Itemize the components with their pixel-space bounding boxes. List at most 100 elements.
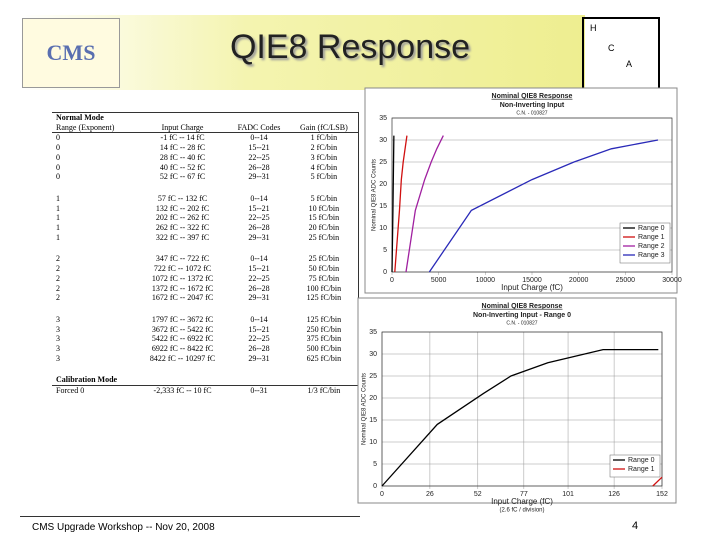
y-tick-label: 0 xyxy=(373,483,377,490)
table-cell: 0--14 xyxy=(250,133,268,143)
table-cell: 3 xyxy=(56,353,60,363)
plot-area xyxy=(391,117,673,273)
box-letter: A xyxy=(626,59,633,69)
table: Normal Mode Range (Exponent) Input Charge F… xyxy=(52,112,359,473)
table-cell: 1 xyxy=(56,232,60,242)
table-cell: FADC Codes xyxy=(237,122,281,132)
table-cell: 25 fC/bin xyxy=(308,254,340,264)
section-row: Normal Mode xyxy=(52,113,358,123)
table-cell: 202 fC -- 262 fC xyxy=(155,213,210,223)
legend-label: Range 0 xyxy=(628,457,655,464)
y-tick-label: 30 xyxy=(369,351,377,358)
box-letter: C xyxy=(608,43,615,53)
table-cell: 3672 fC -- 5422 fC xyxy=(151,324,214,334)
footer-rule xyxy=(20,516,360,517)
table-cell: 0 xyxy=(56,133,60,143)
table-cell: 50 fC/bin xyxy=(308,264,340,274)
table-row: 1 262 fC -- 322 fC 26--28 20 fC/bin xyxy=(52,223,358,233)
table-cell: 0--31 xyxy=(250,386,268,396)
y-axis-label: Nominal QIE8 ADC Counts xyxy=(362,373,368,445)
table-row: 2 1072 fC -- 1372 fC 22--25 75 fC/bin xyxy=(52,274,358,284)
table-cell: 322 fC -- 397 fC xyxy=(155,232,210,242)
table-cell: 375 fC/bin xyxy=(306,334,342,344)
table-cell: 8422 fC -- 10297 fC xyxy=(149,353,216,363)
table-cell: 1672 fC -- 2047 fC xyxy=(151,293,214,303)
x-tick-label: 10000 xyxy=(476,277,496,284)
table-cell: 15--21 xyxy=(248,203,270,213)
table-cell: 250 fC/bin xyxy=(306,324,342,334)
table-cell: 0 xyxy=(56,162,60,172)
table-cell: 2 xyxy=(56,293,60,303)
table-cell: 2 xyxy=(56,254,60,264)
table-cell: Gain (fC/LSB) xyxy=(299,122,348,132)
y-tick-label: 15 xyxy=(369,417,377,424)
table-row: 0 14 fC -- 28 fC 15--21 2 fC/bin xyxy=(52,143,358,153)
legend-label: Range 1 xyxy=(628,466,655,473)
table-cell: Normal Mode xyxy=(56,113,104,122)
table-row: 3 3672 fC -- 5422 fC 15--21 250 fC/bin xyxy=(52,325,358,335)
table-cell: 1797 fC -- 3672 fC xyxy=(151,314,214,324)
table-cell: 25 fC/bin xyxy=(308,232,340,242)
table-row: 1 57 fC -- 132 fC 0--14 5 fC/bin xyxy=(52,188,358,204)
table-cell: 0--14 xyxy=(250,193,268,203)
x-axis-label: Input Charge (fC) xyxy=(501,283,563,292)
y-tick-label: 35 xyxy=(369,329,377,336)
table-cell: 1 xyxy=(56,203,60,213)
legend-label: Range 3 xyxy=(638,252,665,259)
table-cell: 29--31 xyxy=(248,172,270,182)
chart-subtitle: Non-Inverting Input - Range 0 xyxy=(473,312,571,319)
logo: CMS xyxy=(22,18,120,88)
table-cell: 3 xyxy=(56,324,60,334)
y-tick-label: 5 xyxy=(373,461,377,468)
table-cell: 0 xyxy=(56,172,60,182)
table-cell: 15 fC/bin xyxy=(308,213,340,223)
table-cell: 1372 fC -- 1672 fC xyxy=(151,283,214,293)
table-cell: 4 fC/bin xyxy=(310,162,338,172)
table-cell: 20 fC/bin xyxy=(308,223,340,233)
x-axis-label: Input Charge (fC) xyxy=(491,497,553,506)
legend-label: Range 2 xyxy=(638,243,665,250)
legend-label: Range 0 xyxy=(638,225,665,232)
table-row: 0 40 fC -- 52 fC 26--28 4 fC/bin xyxy=(52,163,358,173)
x-tick-label: 20000 xyxy=(569,277,589,284)
table-cell: 26--28 xyxy=(248,223,270,233)
table-cell: 722 fC -- 1072 fC xyxy=(153,264,212,274)
table-cell: 22--25 xyxy=(248,334,270,344)
table-row: 1 202 fC -- 262 fC 22--25 15 fC/bin xyxy=(52,213,358,223)
table-cell: 3 xyxy=(56,334,60,344)
table-row: 2 722 fC -- 1072 fC 15--21 50 fC/bin xyxy=(52,264,358,274)
table-cell: 1072 fC -- 1372 fC xyxy=(151,273,214,283)
table-row: 0 52 fC -- 67 fC 29--31 5 fC/bin xyxy=(52,172,358,188)
x-tick-label: 152 xyxy=(656,491,668,498)
table-cell: 1/3 fC/bin xyxy=(307,386,341,396)
series-line xyxy=(391,135,395,273)
x-tick-label: 5000 xyxy=(431,277,447,284)
table-cell: 5 fC/bin xyxy=(310,172,338,182)
y-axis-label: Nominal QIE8 ADC Counts xyxy=(372,159,378,231)
table-row: 0 -1 fC -- 14 fC 0--14 1 fC/bin xyxy=(52,133,358,143)
y-tick-label: 0 xyxy=(383,269,387,276)
table-cell: 3 fC/bin xyxy=(310,152,338,162)
x-axis-sublabel: (2.6 fC / division) xyxy=(499,508,544,514)
table-cell: 2 fC/bin xyxy=(310,143,338,153)
table-cell: 29--31 xyxy=(248,353,270,363)
table-cell: 22--25 xyxy=(248,152,270,162)
y-tick-label: 20 xyxy=(369,395,377,402)
section-row: Calibration Mode xyxy=(52,369,358,386)
table-cell: 1 xyxy=(56,223,60,233)
table-cell: Forced 0 xyxy=(56,386,85,396)
x-tick-label: 0 xyxy=(380,491,384,498)
table-cell: 75 fC/bin xyxy=(308,273,340,283)
table-cell: 0 xyxy=(56,152,60,162)
box-letter: H xyxy=(590,23,597,33)
table-row: 2 347 fC -- 722 fC 0--14 25 fC/bin xyxy=(52,248,358,264)
x-tick-label: 52 xyxy=(474,491,482,498)
y-tick-label: 15 xyxy=(379,203,387,210)
chart-subtitle: Non-Inverting Input xyxy=(500,102,565,109)
legend-label: Range 1 xyxy=(638,234,665,241)
table-cell: 29--31 xyxy=(248,293,270,303)
series-line xyxy=(405,135,444,273)
table-row: 1 132 fC -- 202 fC 15--21 10 fC/bin xyxy=(52,204,358,214)
series-line xyxy=(394,135,408,273)
